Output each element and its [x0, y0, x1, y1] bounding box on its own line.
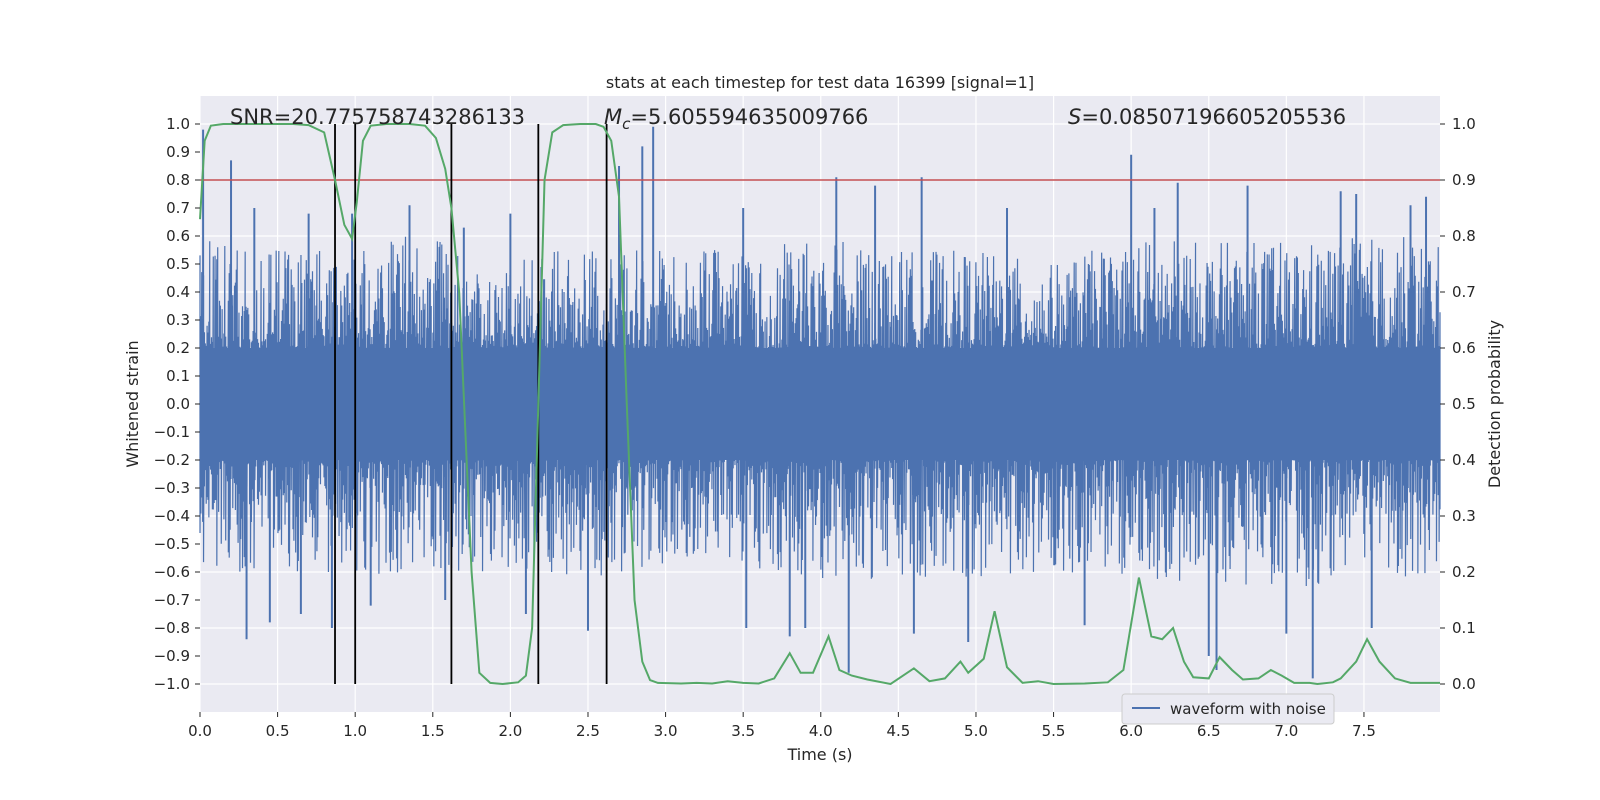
x-tick-label: 5.0 [964, 722, 988, 740]
y-tick-label: −0.9 [154, 647, 190, 665]
mc-value: =5.605594635009766 [630, 105, 868, 129]
y-tick-label: 1.0 [166, 115, 190, 133]
snr-annotation: SNR=20.775758743286133 [230, 105, 525, 129]
probability-line [199, 123, 1440, 686]
x-tick-labels: 0.0 0.5 1.0 1.5 2.0 2.5 3.0 3.5 4.0 4.5 5.0 5.5 6.0 6… [188, 712, 1376, 740]
y-tick-labels: 1.0 0.9 0.8 0.7 0.6 0.5 0.4 0.3 0.2 0.1 0.0 −0.1 −0.… [154, 115, 200, 693]
x-tick-label: 4.0 [809, 722, 833, 740]
y2-tick-label: 0.8 [1452, 227, 1476, 245]
y-tick-label: 0.7 [166, 199, 190, 217]
x-tick-label: 2.5 [576, 722, 600, 740]
x-tick-label: 7.5 [1352, 722, 1376, 740]
y-tick-label: 0.5 [166, 255, 190, 273]
y2-tick-label: 0.5 [1452, 395, 1476, 413]
x-tick-label: 5.5 [1042, 722, 1066, 740]
probability-series [199, 123, 1440, 686]
x-tick-label: 7.0 [1274, 722, 1298, 740]
y-tick-label: 0.1 [166, 367, 190, 385]
y-tick-label: 0.2 [166, 339, 190, 357]
legend-entry-waveform: waveform with noise [1170, 700, 1326, 718]
y2-tick-label: 0.1 [1452, 619, 1476, 637]
x-tick-label: 2.0 [498, 722, 522, 740]
x-tick-label: 1.0 [343, 722, 367, 740]
x-tick-label: 1.5 [421, 722, 445, 740]
s-value: =0.08507196605205536 [1081, 105, 1346, 129]
y2-tick-label: 0.3 [1452, 507, 1476, 525]
y-axis-label: Whitened strain [123, 340, 142, 467]
x-tick-label: 4.5 [886, 722, 910, 740]
y-tick-label: 0.3 [166, 311, 190, 329]
legend-box [1121, 693, 1335, 725]
y-tick-label: −0.4 [154, 507, 190, 525]
mc-annotation: Mc=5.605594635009766 [604, 105, 868, 133]
y2-axis-label: Detection probability [1485, 320, 1504, 488]
y-tick-label: 0.9 [166, 143, 190, 161]
x-axis-label: Time (s) [786, 745, 852, 764]
s-annotation: S=0.08507196605205536 [1068, 105, 1346, 129]
x-tick-label: 3.0 [654, 722, 678, 740]
legend: waveform with noise [1121, 693, 1335, 725]
y-tick-label: −1.0 [154, 675, 190, 693]
x-tick-label: 3.5 [731, 722, 755, 740]
y2-tick-label: 0.9 [1452, 171, 1476, 189]
y2-tick-label: 0.2 [1452, 563, 1476, 581]
s-symbol: S [1068, 105, 1081, 129]
mc-symbol: M [604, 105, 622, 129]
y-tick-label: −0.2 [154, 451, 190, 469]
y-tick-label: −0.6 [154, 563, 190, 581]
x-tick-label: 6.0 [1119, 722, 1143, 740]
y2-tick-labels: 1.0 0.9 0.8 0.7 0.6 0.5 0.4 0.3 0.2 0.1 0.0 [1440, 115, 1476, 693]
y2-tick-label: 0.6 [1452, 339, 1476, 357]
chart-title: stats at each timestep for test data 163… [606, 73, 1034, 92]
x-tick-label: 0.0 [188, 722, 212, 740]
y2-tick-label: 0.0 [1452, 675, 1476, 693]
y-tick-label: −0.7 [154, 591, 190, 609]
mc-subscript: c [622, 115, 631, 133]
y-tick-label: −0.3 [154, 479, 190, 497]
y2-tick-label: 0.4 [1452, 451, 1476, 469]
y-tick-label: −0.8 [154, 619, 190, 637]
y-tick-label: 0.8 [166, 171, 190, 189]
y-tick-label: −0.1 [154, 423, 190, 441]
x-tick-label: 6.5 [1197, 722, 1221, 740]
y-tick-label: −0.5 [154, 535, 190, 553]
y-tick-label: 0.6 [166, 227, 190, 245]
y2-tick-label: 1.0 [1452, 115, 1476, 133]
y-tick-label: 0.0 [166, 395, 190, 413]
x-tick-label: 0.5 [266, 722, 290, 740]
y2-tick-label: 0.7 [1452, 283, 1476, 301]
y-tick-label: 0.4 [166, 283, 190, 301]
waveform-trace [199, 236, 1441, 586]
